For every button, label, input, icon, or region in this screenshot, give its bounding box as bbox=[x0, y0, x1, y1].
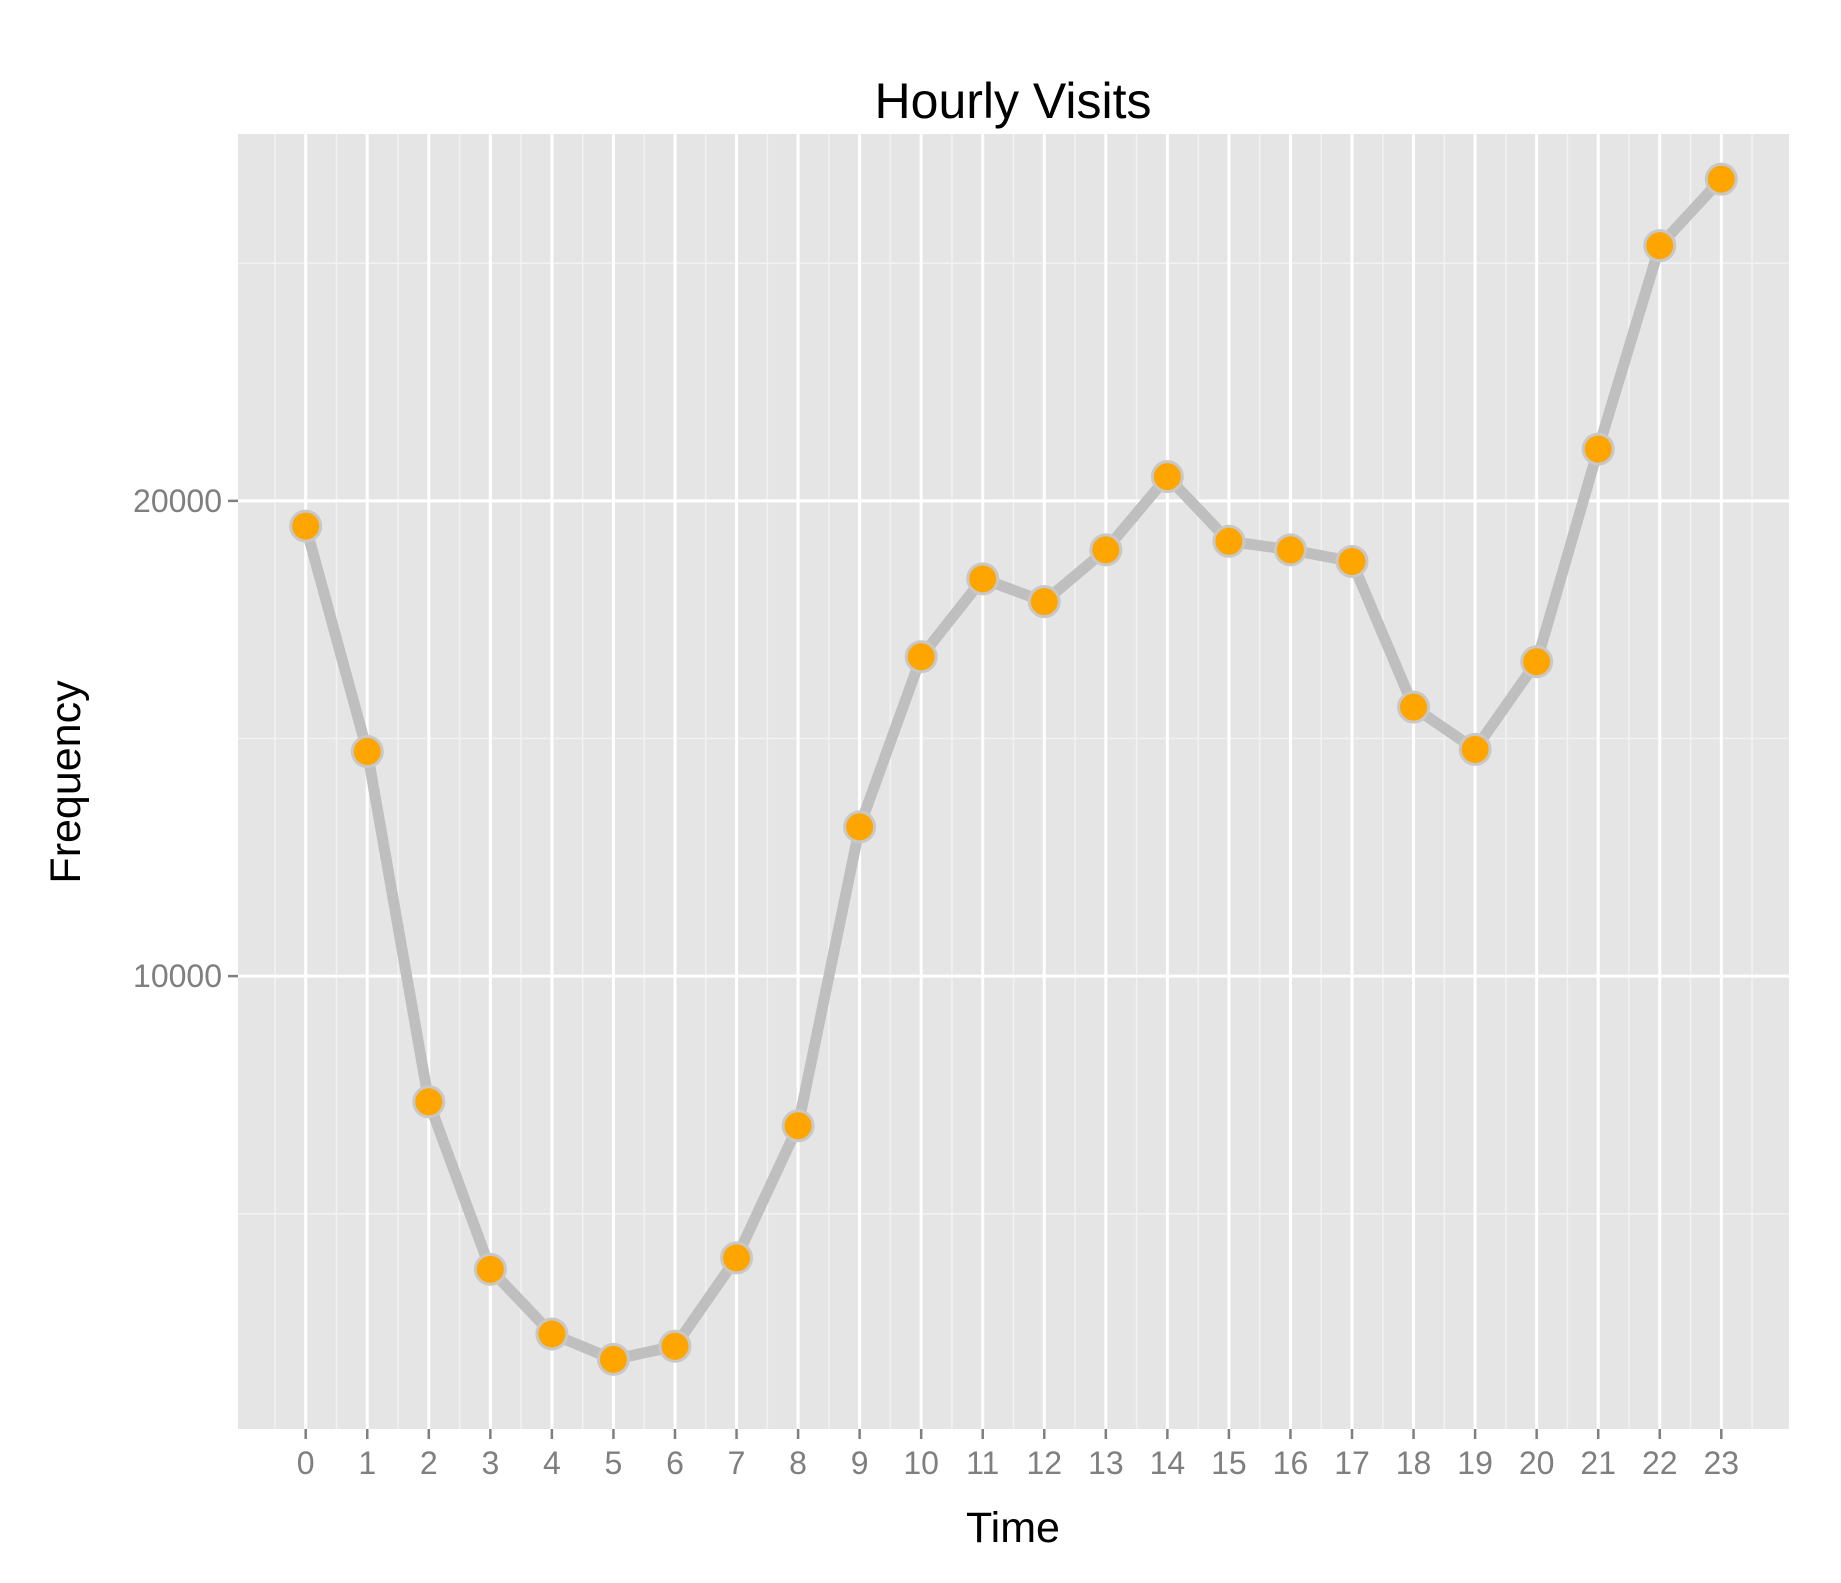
x-tick-label: 3 bbox=[481, 1445, 499, 1481]
x-tick-label: 4 bbox=[543, 1445, 561, 1481]
data-point bbox=[412, 1085, 446, 1119]
x-tick-label: 16 bbox=[1273, 1445, 1309, 1481]
data-point bbox=[1027, 585, 1061, 619]
data-point bbox=[350, 735, 384, 769]
x-tick-label: 9 bbox=[851, 1445, 869, 1481]
data-point bbox=[596, 1342, 630, 1376]
data-point bbox=[1704, 162, 1738, 196]
major-grid bbox=[238, 134, 1789, 1429]
y-tick-label: 20000 bbox=[133, 483, 222, 519]
data-point bbox=[966, 562, 1000, 596]
data-point bbox=[1212, 524, 1246, 558]
data-point bbox=[781, 1109, 815, 1143]
y-axis-ticks: 10000 20000 bbox=[133, 483, 238, 994]
data-point bbox=[658, 1329, 692, 1363]
data-point bbox=[1150, 460, 1184, 494]
data-point bbox=[1458, 732, 1492, 766]
minor-grid bbox=[238, 134, 1789, 1429]
data-point bbox=[1089, 533, 1123, 567]
data-point bbox=[720, 1241, 754, 1275]
x-axis-ticks: 0 1 2 3 4 5 6 7 8 9 10 11 12 13 14 15 16 17 18 19 20 21 22 23 bbox=[297, 1429, 1739, 1481]
data-point bbox=[289, 509, 323, 543]
data-point bbox=[1273, 533, 1307, 567]
y-axis-title: Frequency bbox=[42, 680, 90, 884]
x-tick-label: 1 bbox=[358, 1445, 376, 1481]
x-tick-label: 15 bbox=[1211, 1445, 1247, 1481]
x-tick-label: 2 bbox=[420, 1445, 438, 1481]
data-point bbox=[1581, 432, 1615, 466]
x-tick-label: 10 bbox=[903, 1445, 939, 1481]
data-point bbox=[904, 640, 938, 674]
x-tick-label: 0 bbox=[297, 1445, 315, 1481]
x-tick-label: 17 bbox=[1334, 1445, 1370, 1481]
x-axis-title: Time bbox=[966, 1504, 1060, 1552]
y-tick-label: 10000 bbox=[133, 958, 222, 994]
x-tick-label: 6 bbox=[666, 1445, 684, 1481]
x-tick-label: 11 bbox=[966, 1445, 999, 1481]
data-point bbox=[1520, 645, 1554, 679]
data-point bbox=[843, 810, 877, 844]
x-tick-label: 19 bbox=[1457, 1445, 1493, 1481]
x-tick-label: 22 bbox=[1642, 1445, 1678, 1481]
x-tick-label: 20 bbox=[1519, 1445, 1555, 1481]
data-point bbox=[1335, 544, 1369, 578]
data-point bbox=[473, 1252, 507, 1286]
x-tick-label: 5 bbox=[605, 1445, 623, 1481]
data-points bbox=[289, 162, 1738, 1376]
data-point bbox=[1397, 690, 1431, 724]
x-tick-label: 18 bbox=[1396, 1445, 1432, 1481]
data-point bbox=[1643, 229, 1677, 263]
data-point bbox=[535, 1317, 569, 1351]
chart-title: Hourly Visits bbox=[875, 73, 1152, 129]
x-tick-label: 13 bbox=[1088, 1445, 1124, 1481]
x-tick-label: 21 bbox=[1580, 1445, 1616, 1481]
x-tick-label: 14 bbox=[1150, 1445, 1186, 1481]
x-tick-label: 23 bbox=[1704, 1445, 1740, 1481]
x-tick-label: 8 bbox=[789, 1445, 807, 1481]
x-tick-label: 12 bbox=[1026, 1445, 1062, 1481]
x-tick-label: 7 bbox=[728, 1445, 746, 1481]
